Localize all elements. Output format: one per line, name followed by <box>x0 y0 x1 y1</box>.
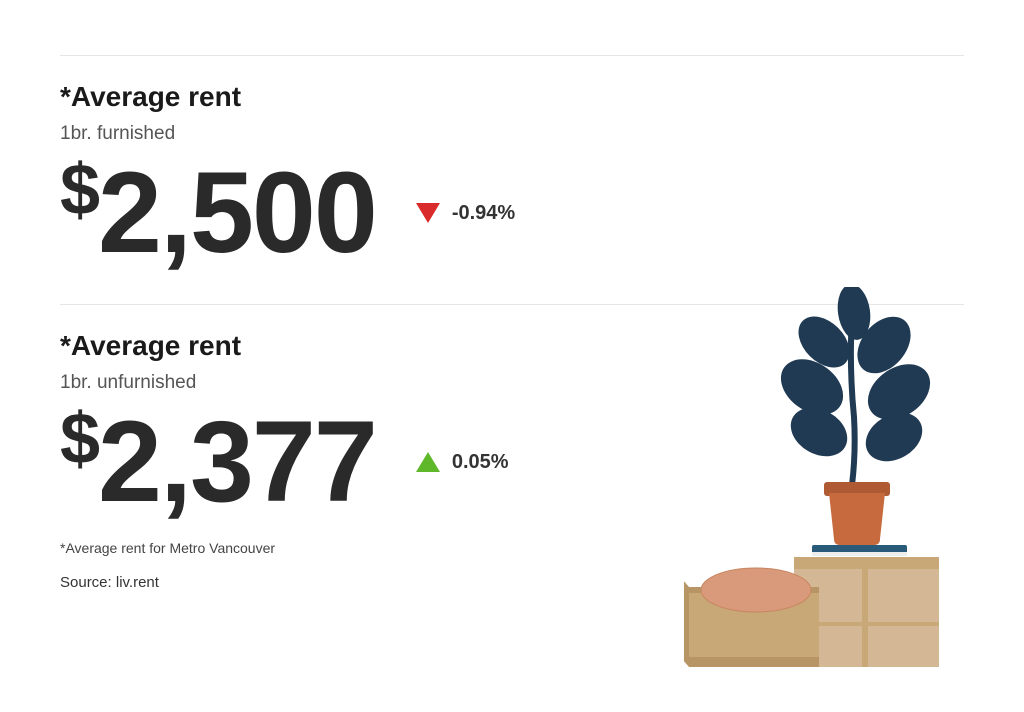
change-block: -0.94% <box>416 202 515 225</box>
change-percent: 0.05% <box>452 451 509 474</box>
rent-value: $2,500 <box>60 147 376 279</box>
rent-section-furnished: *Average rent 1br. furnished $2,500 -0.9… <box>60 56 964 304</box>
change-block: 0.05% <box>416 451 509 474</box>
arrow-down-icon <box>416 203 440 223</box>
currency-symbol: $ <box>60 169 98 212</box>
moving-boxes-illustration <box>684 287 984 687</box>
change-percent: -0.94% <box>452 202 515 225</box>
rent-value: $2,377 <box>60 396 376 528</box>
value-row: $2,500 -0.94% <box>60 147 964 279</box>
value-number: 2,500 <box>98 147 376 279</box>
arrow-up-icon <box>416 452 440 472</box>
currency-symbol: $ <box>60 418 98 461</box>
value-number: 2,377 <box>98 396 376 528</box>
section-subtitle: 1br. furnished <box>60 123 964 145</box>
section-title: *Average rent <box>60 81 964 113</box>
